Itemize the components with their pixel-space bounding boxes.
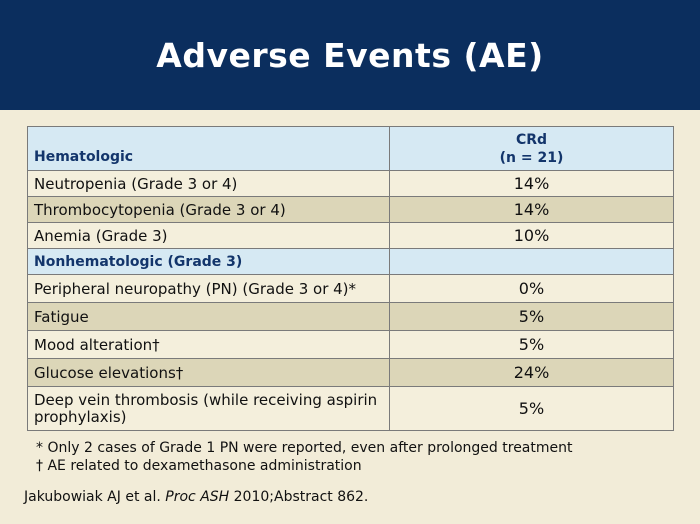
table-row: Mood alteration† 5% [27,330,674,359]
header-column: CRd (n = 21) [389,126,674,171]
row-label: Neutropenia (Grade 3 or 4) [27,170,390,197]
citation-journal: Proc ASH [165,489,230,505]
header-column-name: CRd [515,131,548,148]
slide-title: Adverse Events (AE) [156,35,544,75]
table-row: Peripheral neuropathy (PN) (Grade 3 or 4… [27,274,674,303]
citation: Jakubowiak AJ et al. Proc ASH 2010;Abstr… [24,489,368,505]
row-value: 14% [389,196,674,223]
row-value: 24% [389,358,674,387]
row-value: 14% [389,170,674,197]
table-header-row: Hematologic CRd (n = 21) [27,126,674,171]
row-value: 5% [389,302,674,331]
section-header-row: Nonhematologic (Grade 3) [27,248,674,275]
citation-details: 2010;Abstract 862. [233,489,369,505]
row-label: Peripheral neuropathy (PN) (Grade 3 or 4… [27,274,390,303]
table-row: Anemia (Grade 3) 10% [27,222,674,249]
row-value: 0% [389,274,674,303]
row-label: Deep vein thrombosis (while receiving as… [27,386,390,431]
row-label: Glucose elevations† [27,358,390,387]
header-label: Hematologic [27,126,390,171]
section-label: Nonhematologic (Grade 3) [27,248,390,275]
header-column-n: (n = 21) [499,149,564,166]
table-row: Thrombocytopenia (Grade 3 or 4) 14% [27,196,674,223]
row-label: Fatigue [27,302,390,331]
row-value [389,248,674,275]
row-label: Thrombocytopenia (Grade 3 or 4) [27,196,390,223]
adverse-events-table: Hematologic CRd (n = 21) Neutropenia (Gr… [27,126,674,431]
row-value: 5% [389,386,674,431]
title-bar: Adverse Events (AE) [0,0,700,110]
table-row: Neutropenia (Grade 3 or 4) 14% [27,170,674,197]
row-label: Anemia (Grade 3) [27,222,390,249]
row-value: 5% [389,330,674,359]
row-label: Mood alteration† [27,330,390,359]
table-row: Fatigue 5% [27,302,674,331]
table-row: Deep vein thrombosis (while receiving as… [27,386,674,431]
footnote-dexamethasone: † AE related to dexamethasone administra… [36,458,362,474]
citation-authors: Jakubowiak AJ et al. [24,489,161,505]
table-row: Glucose elevations† 24% [27,358,674,387]
row-value: 10% [389,222,674,249]
footnote-pn: * Only 2 cases of Grade 1 PN were report… [36,440,573,456]
